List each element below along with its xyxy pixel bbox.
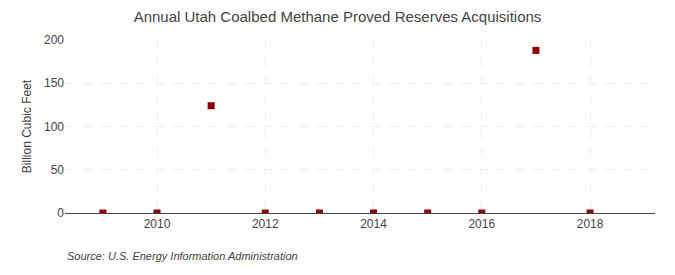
svg-text:Source: U.S. Energy Informatio: Source: U.S. Energy Information Administ… [67, 250, 298, 262]
svg-text:2014: 2014 [360, 217, 387, 231]
svg-text:50: 50 [51, 163, 65, 177]
svg-text:0: 0 [57, 206, 64, 220]
svg-text:Billion Cubic Feet: Billion Cubic Feet [20, 79, 34, 173]
svg-text:2016: 2016 [468, 217, 495, 231]
svg-text:100: 100 [44, 120, 64, 134]
svg-text:Annual Utah Coalbed Methane Pr: Annual Utah Coalbed Methane Proved Reser… [134, 8, 542, 25]
svg-text:2018: 2018 [577, 217, 604, 231]
svg-text:200: 200 [44, 33, 64, 47]
svg-text:2010: 2010 [144, 217, 171, 231]
svg-text:150: 150 [44, 76, 64, 90]
svg-text:2012: 2012 [252, 217, 279, 231]
